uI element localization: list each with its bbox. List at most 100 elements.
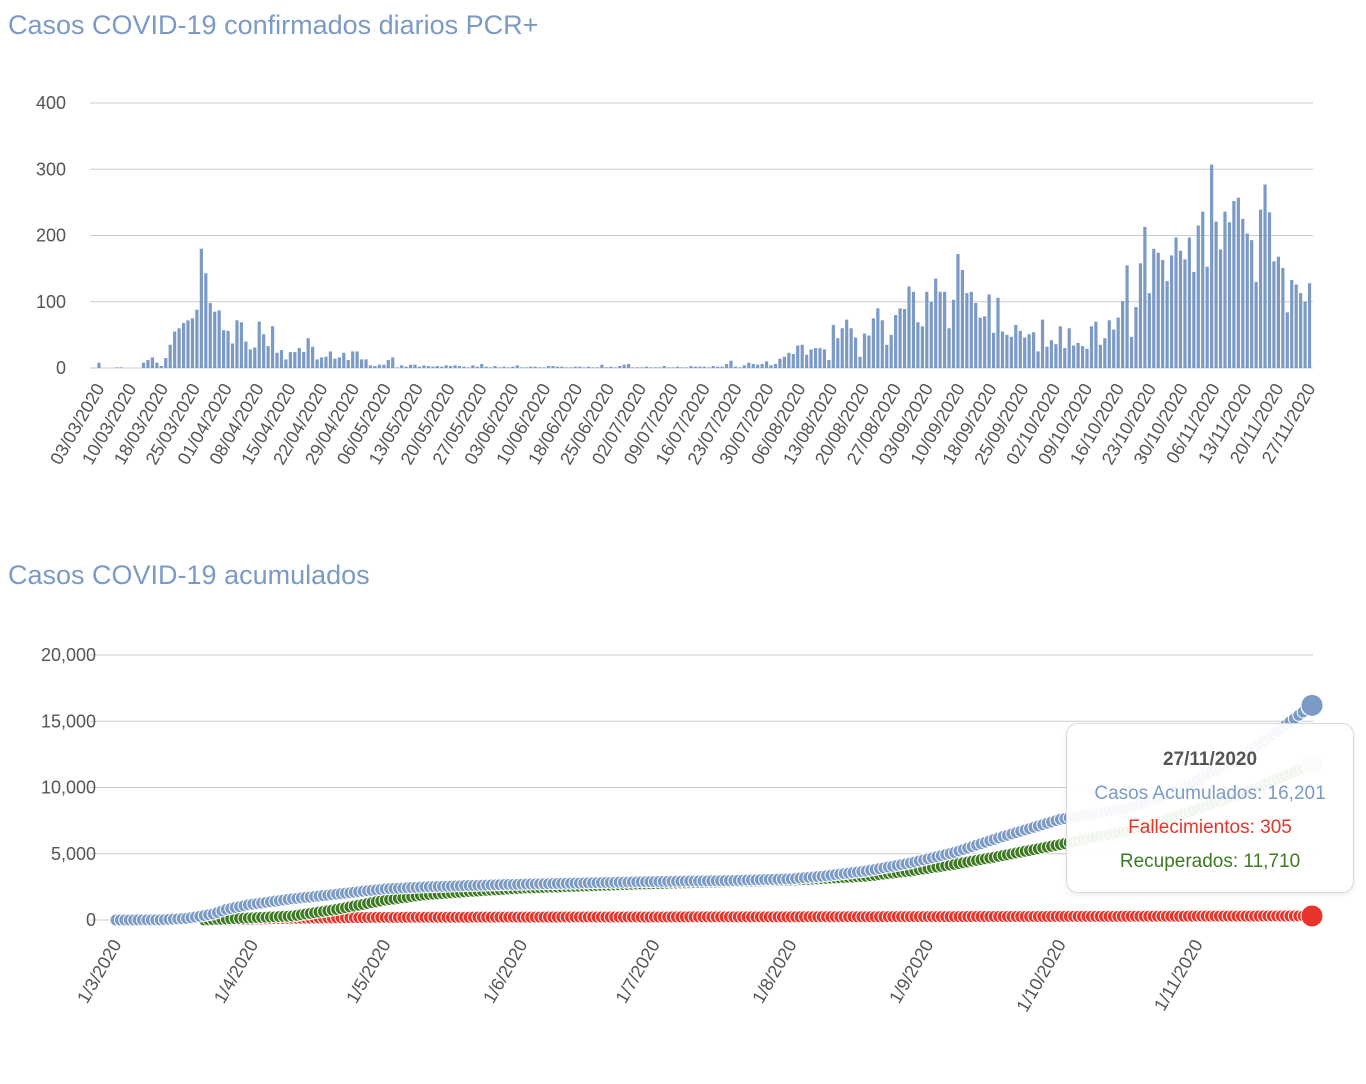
bar <box>667 367 671 368</box>
point <box>255 896 269 910</box>
point <box>1040 909 1054 923</box>
point <box>272 910 286 924</box>
point <box>669 910 683 924</box>
point <box>303 906 317 920</box>
point <box>718 875 732 889</box>
bar <box>658 367 662 368</box>
bar <box>1014 324 1018 368</box>
point <box>466 910 480 924</box>
point <box>775 872 789 886</box>
point <box>502 910 516 924</box>
bar <box>359 359 364 368</box>
point <box>820 910 834 924</box>
point <box>625 877 639 891</box>
point <box>934 849 948 863</box>
point <box>1031 842 1045 856</box>
bar <box>239 322 244 368</box>
point <box>471 910 485 924</box>
point <box>820 871 834 885</box>
point <box>396 910 410 924</box>
point <box>943 910 957 924</box>
point <box>780 910 794 924</box>
point <box>475 910 489 924</box>
bar <box>600 364 604 368</box>
x-tick-label: 1/5/2020 <box>342 936 394 1007</box>
point <box>497 882 511 896</box>
point <box>312 905 326 919</box>
point <box>749 910 763 924</box>
point <box>1045 909 1059 923</box>
point <box>696 874 710 888</box>
bar <box>146 360 150 368</box>
bar <box>351 351 355 368</box>
point <box>590 910 604 924</box>
bar <box>582 367 586 368</box>
bar <box>471 365 475 368</box>
point <box>895 910 909 924</box>
point <box>749 873 763 887</box>
point <box>731 875 745 889</box>
point <box>405 881 419 895</box>
point <box>661 874 675 888</box>
bar <box>115 367 119 368</box>
point <box>1089 909 1103 923</box>
point <box>612 910 626 924</box>
point <box>462 879 476 893</box>
point <box>241 911 255 925</box>
point <box>277 911 291 925</box>
point <box>564 879 578 893</box>
last-point <box>1300 693 1324 717</box>
bar <box>885 344 889 368</box>
bar <box>1169 255 1174 368</box>
point <box>330 902 344 916</box>
bar <box>448 366 453 368</box>
bar <box>991 332 996 368</box>
point <box>714 910 728 924</box>
point <box>436 910 450 924</box>
point <box>436 887 450 900</box>
bar <box>862 333 867 368</box>
point <box>387 910 401 924</box>
point <box>912 910 926 924</box>
point <box>687 876 701 890</box>
bar <box>222 330 226 368</box>
bar <box>609 366 613 368</box>
point <box>343 900 357 914</box>
bar <box>302 352 306 368</box>
point <box>1023 909 1037 923</box>
bar <box>1143 226 1147 368</box>
point <box>228 913 242 927</box>
point <box>806 870 820 884</box>
bar <box>702 366 706 368</box>
point <box>118 913 132 927</box>
bar <box>1156 252 1160 368</box>
point <box>502 882 516 896</box>
point <box>895 858 909 872</box>
point <box>877 910 891 924</box>
bar <box>1307 283 1312 368</box>
bar <box>555 366 560 368</box>
point <box>1164 909 1178 923</box>
point <box>709 875 723 889</box>
bar <box>444 365 448 368</box>
point <box>197 913 211 927</box>
point <box>1045 839 1059 853</box>
bar <box>1152 248 1156 368</box>
point <box>837 867 851 881</box>
point <box>334 887 348 901</box>
x-tick-label: 1/11/2020 <box>1150 936 1207 1014</box>
point <box>511 910 525 924</box>
point <box>180 911 194 925</box>
point <box>705 874 719 888</box>
point <box>458 910 472 924</box>
point <box>727 875 741 889</box>
point <box>948 910 962 924</box>
bar <box>1165 281 1169 368</box>
point <box>422 887 436 901</box>
point <box>206 913 220 927</box>
point <box>466 878 480 892</box>
bar <box>1263 184 1267 368</box>
point <box>797 871 811 885</box>
point <box>321 911 335 925</box>
bar <box>911 291 916 368</box>
